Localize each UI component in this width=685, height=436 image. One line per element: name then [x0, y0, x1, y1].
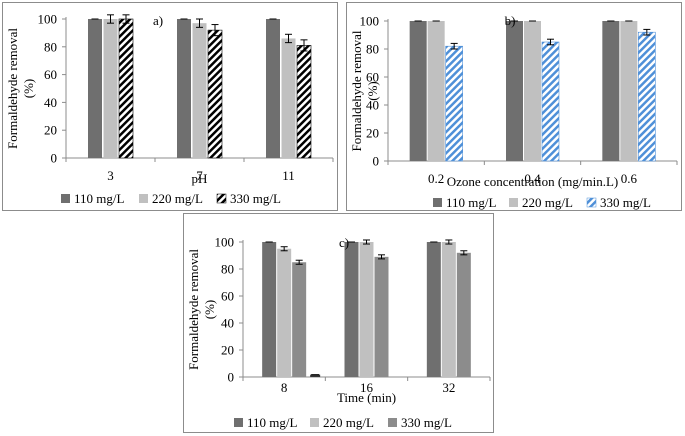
bar-110mgL-32	[426, 242, 441, 377]
y-tick-label: 60	[44, 67, 57, 82]
bar-110mgL-0.2	[409, 21, 427, 161]
legend-swatch	[139, 194, 148, 203]
panel-label: b)	[505, 13, 516, 28]
chart-panel-b: 0 20 40 60 80 100 0.2 0.4 0.6 Formaldehyde remova…	[346, 2, 682, 211]
bar-220mgL-0.4	[524, 21, 541, 161]
y-tick-label: 40	[221, 316, 234, 331]
x-tick-label: 7	[196, 168, 203, 183]
y-tick-label: 60	[221, 289, 234, 304]
bar-330mgL-7	[207, 29, 223, 159]
bar-110mgL-7	[177, 19, 191, 158]
bar-330mgL-8	[292, 262, 307, 377]
y-axis-label: Formaldehyde removal(%)	[349, 30, 380, 151]
chart-b-svg: 0 20 40 60 80 100 0.2 0.4 0.6 Formaldehyde remova…	[349, 13, 678, 210]
legend-label: 220 mg/L	[323, 415, 374, 430]
chart-panel-c: 0 20 40 60 80 100 8 16 32 Formaldehyde removal(%)…	[183, 213, 494, 433]
y-tick-label: 80	[366, 42, 379, 57]
x-tick-label: 11	[282, 168, 295, 183]
x-tick-label: 0.2	[428, 171, 444, 186]
y-tick-label: 0	[51, 151, 58, 166]
y-axis-label: Formaldehyde removal(%)	[186, 249, 217, 370]
bar-110mgL-0.4	[506, 21, 523, 161]
legend-swatch	[586, 197, 597, 208]
y-tick-label: 40	[366, 98, 379, 113]
legend-label: 220 mg/L	[522, 195, 573, 210]
x-tick-label: 16	[360, 380, 374, 395]
bar-330mgL-0.4	[541, 41, 560, 162]
bar-330mgL-16	[374, 256, 389, 377]
y-tick-label: 20	[44, 123, 57, 138]
x-axis-label: Time (min)	[337, 390, 396, 405]
bar-220mgL-0.2	[427, 21, 445, 161]
x-tick-label: 32	[442, 380, 455, 395]
bar-220mgL-0.6	[620, 21, 638, 161]
bar-110mgL-16	[344, 242, 359, 377]
y-tick-label: 100	[215, 235, 235, 250]
legend-swatch	[234, 418, 243, 427]
legend-swatch	[509, 198, 518, 207]
legend-label: 220 mg/L	[152, 191, 203, 206]
legend-swatch	[310, 418, 319, 427]
y-tick-label: 80	[221, 262, 234, 277]
bar-330mgL-11	[296, 45, 312, 159]
y-tick-label: 60	[366, 70, 379, 85]
chart-a-svg: 0 20 40 60 80 100 3 7 11 Formaldehyde removal(%) p…	[5, 12, 334, 206]
bar-220mgL-3	[103, 19, 118, 158]
bar-220mgL-32	[441, 242, 456, 377]
x-tick-label: 8	[281, 380, 288, 395]
bar-330mgL-3	[118, 18, 134, 159]
y-tick-label: 0	[373, 154, 380, 169]
x-tick-label: 3	[107, 168, 114, 183]
x-tick-label: 0.6	[621, 171, 638, 186]
y-tick-label: 100	[38, 12, 58, 27]
legend-label: 330 mg/L	[401, 415, 452, 430]
bar-330mgL-0.2	[445, 45, 463, 162]
x-tick-label: 0.4	[524, 171, 541, 186]
y-tick-label: 0	[228, 370, 235, 385]
chart-panel-a: 0 20 40 60 80 100 3 7 11 Formaldehyde removal(%) p…	[2, 2, 338, 211]
bar-220mgL-7	[192, 23, 207, 159]
bar-220mgL-8	[277, 248, 292, 377]
legend-label: 110 mg/L	[446, 195, 496, 210]
legend-swatch	[388, 418, 397, 427]
legend-label: 330 mg/L	[600, 195, 651, 210]
bar-110mgL-0.6	[602, 21, 620, 161]
y-tick-label: 40	[44, 95, 57, 110]
y-axis-label: Formaldehyde removal(%)	[5, 28, 36, 149]
legend-label: 330 mg/L	[230, 191, 281, 206]
panel-label: a)	[153, 13, 163, 28]
bar-110mgL-11	[266, 19, 280, 158]
bar-110mgL-8	[262, 242, 277, 377]
bar-110mgL-3	[88, 19, 102, 158]
y-tick-label: 80	[44, 39, 57, 54]
small-bar	[310, 374, 321, 377]
bar-220mgL-11	[281, 38, 296, 158]
legend-swatch	[433, 198, 442, 207]
bar-330mgL-0.6	[638, 31, 656, 162]
panel-label: c)	[339, 235, 349, 250]
y-tick-label: 20	[366, 126, 379, 141]
legend-swatch	[216, 193, 227, 204]
x-axis-label: pH	[192, 171, 208, 186]
y-tick-label: 100	[360, 14, 380, 29]
y-tick-label: 20	[221, 343, 234, 358]
legend-label: 110 mg/L	[247, 415, 297, 430]
legend-swatch	[61, 194, 70, 203]
legend-label: 110 mg/L	[74, 191, 124, 206]
chart-c-svg: 0 20 40 60 80 100 8 16 32 Formaldehyde removal(%)…	[186, 235, 491, 430]
x-axis-label: Ozone concentration (mg/min.L)	[447, 174, 618, 189]
bar-330mgL-32	[456, 252, 471, 377]
bar-220mgL-16	[359, 242, 374, 377]
